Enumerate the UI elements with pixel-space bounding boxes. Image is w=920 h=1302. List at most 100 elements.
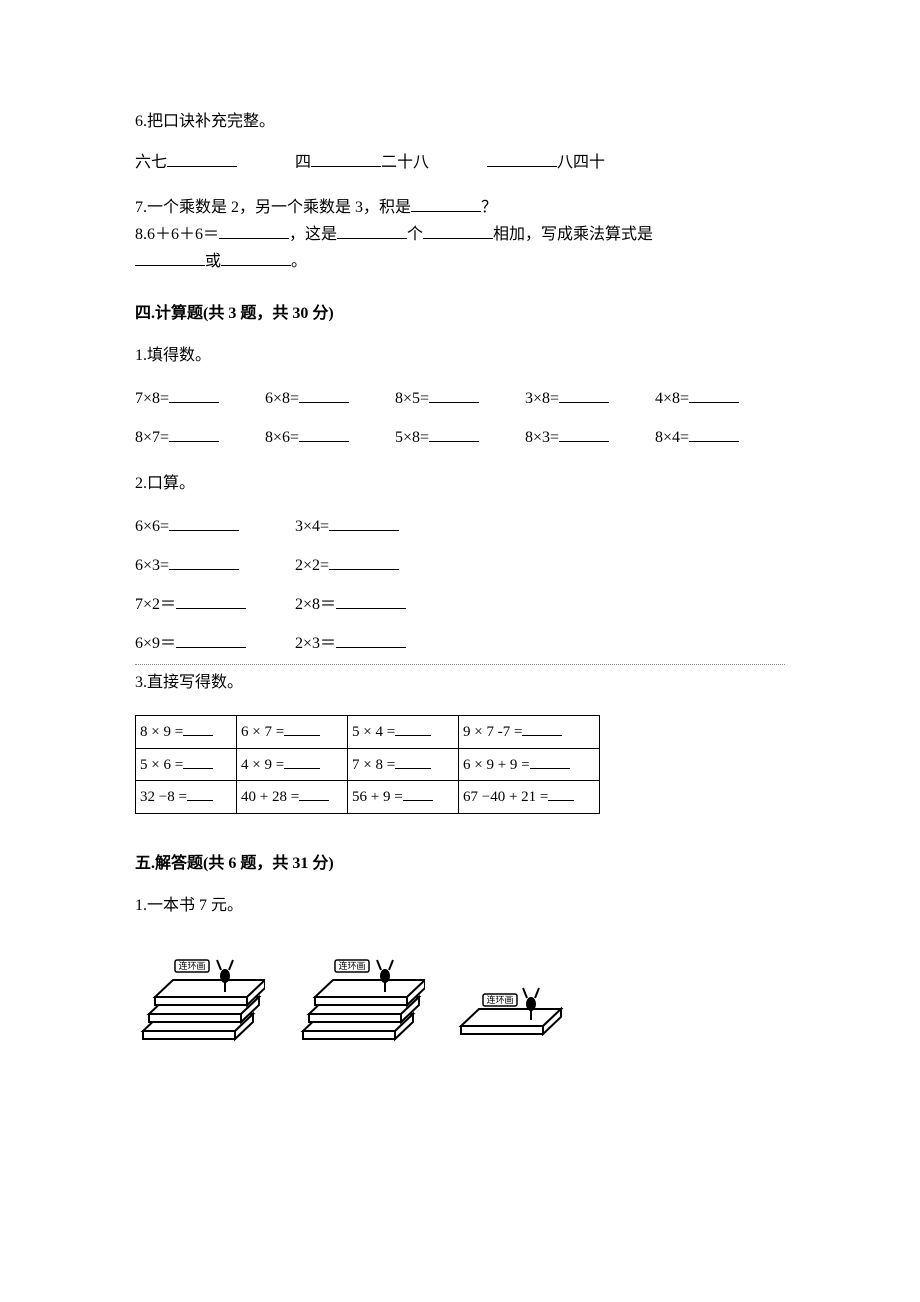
expr: 8×5= [395,390,429,407]
ans-blank[interactable] [403,785,433,801]
ans-blank[interactable] [284,753,320,769]
s4-q1-title: 1.填得数。 [135,344,790,368]
q6-b-blank[interactable] [311,150,381,167]
ans-blank[interactable] [299,425,349,442]
s4-q1-r2c5: 8×4= [655,425,785,450]
expr: 6×3= [135,557,169,574]
ans-blank[interactable] [169,514,239,531]
table-row: 8 × 9 = 6 × 7 = 5 × 4 = 9 × 7 -7 = [136,716,600,749]
s4-q1-r1c4: 3×8= [525,386,655,411]
q8-blank1[interactable] [219,222,289,239]
s4-q2-r4c2: 2×3＝ [295,631,455,656]
s4-q2-r3c2: 2×8＝ [295,592,455,617]
ans-blank[interactable] [169,553,239,570]
expr: 8×6= [265,429,299,446]
s4-q3-title: 3.直接写得数。 [135,671,790,695]
ans-blank[interactable] [336,631,406,648]
q8-c: 个 [407,226,423,243]
s4-q3-table: 8 × 9 = 6 × 7 = 5 × 4 = 9 × 7 -7 = 5 × 6… [135,715,600,814]
ans-blank[interactable] [299,386,349,403]
ans-blank[interactable] [395,753,431,769]
expr: 6 × 7 = [241,724,284,740]
expr: 6×9＝ [135,635,176,652]
q6-body: 六七 四二十八 八四十 [135,150,790,175]
expr: 6×8= [265,390,299,407]
dotted-separator [135,664,785,665]
expr: 5×8= [395,429,429,446]
book-label: 连环画 [338,960,365,971]
q6-c-blank[interactable] [487,150,557,167]
s4-q2-row3: 7×2＝ 2×8＝ [135,592,790,617]
q7-line: 7.一个乘数是 2，另一个乘数是 3，积是 ？ [135,195,790,220]
ans-blank[interactable] [395,720,431,736]
ans-blank[interactable] [522,720,562,736]
ans-blank[interactable] [169,425,219,442]
s4-q2-r4c1: 6×9＝ [135,631,295,656]
q8-b: ，这是 [289,226,337,243]
s4-q1-r1c3: 8×5= [395,386,525,411]
ans-blank[interactable] [429,386,479,403]
cell: 5 × 4 = [348,716,459,749]
expr: 8×4= [655,429,689,446]
q6-title: 6.把口诀补充完整。 [135,110,790,134]
q6-b-suffix: 二十八 [381,154,429,171]
s4-q1-r1c2: 6×8= [265,386,395,411]
q8-a: 8.6＋6＋6＝ [135,226,219,243]
s4-q2-r2c1: 6×3= [135,553,295,578]
expr: 4 × 9 = [241,757,284,773]
s4-q1-r2c2: 8×6= [265,425,395,450]
q7-blank[interactable] [411,195,481,212]
cell: 40 + 28 = [237,781,348,814]
expr: 6×6= [135,518,169,535]
ans-blank[interactable] [176,592,246,609]
ans-blank[interactable] [299,785,329,801]
q8-e: 或 [205,253,221,270]
ans-blank[interactable] [559,425,609,442]
ans-blank[interactable] [429,425,479,442]
q8-blank5[interactable] [221,249,291,266]
ans-blank[interactable] [183,753,213,769]
ans-blank[interactable] [689,386,739,403]
q6-b-prefix: 四 [295,154,311,171]
ans-blank[interactable] [187,785,213,801]
expr: 5 × 4 = [352,724,395,740]
cell: 4 × 9 = [237,748,348,781]
ans-blank[interactable] [559,386,609,403]
q6-a-blank[interactable] [167,150,237,167]
ans-blank[interactable] [329,553,399,570]
ans-blank[interactable] [284,720,320,736]
ans-blank[interactable] [183,720,213,736]
expr: 3×8= [525,390,559,407]
expr: 7 × 8 = [352,757,395,773]
ans-blank[interactable] [689,425,739,442]
s4-q1-r2c1: 8×7= [135,425,265,450]
cell: 67 −40 + 21 = [459,781,600,814]
s5-q1-title: 1.一本书 7 元。 [135,894,790,918]
expr: 2×8＝ [295,596,336,613]
book-stack-3: 连环画 [135,936,265,1046]
s4-q1-r1c5: 4×8= [655,386,785,411]
book-single-icon: 连环画 [455,966,565,1046]
q8-blank2[interactable] [337,222,407,239]
q8-blank3[interactable] [423,222,493,239]
s4-q2-row4: 6×9＝ 2×3＝ [135,631,790,656]
table-row: 5 × 6 = 4 × 9 = 7 × 8 = 6 × 9 + 9 = [136,748,600,781]
ans-blank[interactable] [169,386,219,403]
ans-blank[interactable] [548,785,574,801]
ans-blank[interactable] [329,514,399,531]
q8-line2: 或。 [135,249,790,274]
cell: 6 × 7 = [237,716,348,749]
expr: 9 × 7 -7 = [463,724,522,740]
expr: 40 + 28 = [241,789,299,805]
s4-q1-r2c3: 5×8= [395,425,525,450]
expr: 3×4= [295,518,329,535]
book-single: 连环画 [455,966,565,1046]
expr: 32 −8 = [140,789,187,805]
ans-blank[interactable] [530,753,570,769]
q8-blank4[interactable] [135,249,205,266]
q7-text-a: 7.一个乘数是 2，另一个乘数是 3，积是 [135,199,411,216]
ans-blank[interactable] [176,631,246,648]
q7-text-b: ？ [481,199,497,216]
ans-blank[interactable] [336,592,406,609]
expr: 8×3= [525,429,559,446]
